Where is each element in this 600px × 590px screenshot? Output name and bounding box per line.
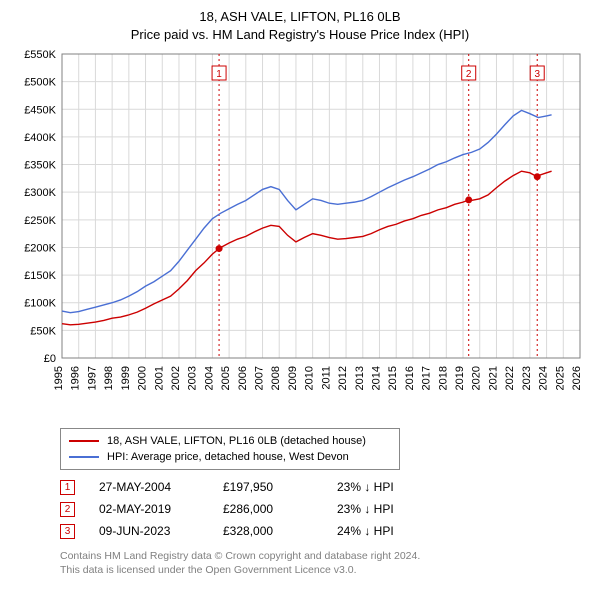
sales-row: 2 02-MAY-2019 £286,000 23% ↓ HPI	[60, 498, 588, 520]
sales-marker: 3	[60, 524, 75, 539]
svg-text:2: 2	[466, 69, 472, 80]
svg-text:1998: 1998	[103, 366, 115, 390]
svg-text:2001: 2001	[153, 366, 165, 390]
legend-swatch	[69, 440, 99, 442]
svg-text:2016: 2016	[404, 366, 416, 390]
sales-table: 1 27-MAY-2004 £197,950 23% ↓ HPI 2 02-MAY-201…	[60, 476, 588, 542]
sales-marker: 2	[60, 502, 75, 517]
svg-text:2018: 2018	[437, 366, 449, 390]
svg-text:2025: 2025	[554, 366, 566, 390]
svg-text:£250K: £250K	[24, 215, 56, 227]
svg-text:£0: £0	[44, 353, 56, 365]
title-address: 18, ASH VALE, LIFTON, PL16 0LB	[12, 8, 588, 26]
svg-text:2014: 2014	[370, 366, 382, 390]
svg-text:2022: 2022	[504, 366, 516, 390]
sales-price: £328,000	[223, 524, 313, 538]
sales-row: 3 09-JUN-2023 £328,000 24% ↓ HPI	[60, 520, 588, 542]
svg-text:2020: 2020	[471, 366, 483, 390]
sales-delta: 23% ↓ HPI	[337, 480, 427, 494]
svg-text:£200K: £200K	[24, 243, 56, 255]
svg-text:2005: 2005	[220, 366, 232, 390]
svg-text:1995: 1995	[53, 366, 65, 390]
legend-label: 18, ASH VALE, LIFTON, PL16 0LB (detached…	[107, 435, 366, 447]
svg-text:1999: 1999	[120, 366, 132, 390]
svg-text:2024: 2024	[538, 366, 550, 390]
svg-text:2002: 2002	[170, 366, 182, 390]
svg-text:£550K: £550K	[24, 49, 56, 61]
svg-text:2021: 2021	[487, 366, 499, 390]
sales-price: £286,000	[223, 502, 313, 516]
svg-text:2000: 2000	[137, 366, 149, 390]
svg-text:2013: 2013	[354, 366, 366, 390]
legend-swatch	[69, 456, 99, 458]
svg-text:2007: 2007	[254, 366, 266, 390]
svg-text:1: 1	[216, 69, 222, 80]
price-chart: £0 £50K £100K £150K £200K £250K £300K £350K £400…	[12, 48, 588, 418]
svg-text:2006: 2006	[237, 366, 249, 390]
legend-item: HPI: Average price, detached house, West…	[69, 449, 391, 465]
svg-text:2012: 2012	[337, 366, 349, 390]
svg-text:£150K: £150K	[24, 270, 56, 282]
svg-text:3: 3	[534, 69, 540, 80]
sales-delta: 24% ↓ HPI	[337, 524, 427, 538]
svg-text:2008: 2008	[270, 366, 282, 390]
svg-text:2010: 2010	[304, 366, 316, 390]
sales-price: £197,950	[223, 480, 313, 494]
svg-text:£350K: £350K	[24, 160, 56, 172]
svg-text:1997: 1997	[86, 366, 98, 390]
legend: 18, ASH VALE, LIFTON, PL16 0LB (detached…	[60, 428, 400, 470]
footer-attribution: Contains HM Land Registry data © Crown c…	[60, 550, 588, 577]
svg-text:2004: 2004	[203, 366, 215, 390]
svg-text:2023: 2023	[521, 366, 533, 390]
svg-text:£100K: £100K	[24, 298, 56, 310]
svg-text:2009: 2009	[287, 366, 299, 390]
svg-text:2015: 2015	[387, 366, 399, 390]
svg-text:£400K: £400K	[24, 132, 56, 144]
legend-item: 18, ASH VALE, LIFTON, PL16 0LB (detached…	[69, 433, 391, 449]
sales-marker: 1	[60, 480, 75, 495]
svg-text:2017: 2017	[421, 366, 433, 390]
svg-text:2026: 2026	[571, 366, 583, 390]
title-subtitle: Price paid vs. HM Land Registry's House …	[12, 26, 588, 44]
legend-label: HPI: Average price, detached house, West…	[107, 451, 349, 463]
sales-date: 09-JUN-2023	[99, 524, 199, 538]
svg-text:2003: 2003	[187, 366, 199, 390]
footer-line-1: Contains HM Land Registry data © Crown c…	[60, 550, 588, 564]
chart-svg: £0 £50K £100K £150K £200K £250K £300K £350K £400…	[12, 48, 588, 418]
svg-text:2019: 2019	[454, 366, 466, 390]
sales-date: 02-MAY-2019	[99, 502, 199, 516]
sales-delta: 23% ↓ HPI	[337, 502, 427, 516]
sales-date: 27-MAY-2004	[99, 480, 199, 494]
svg-text:1996: 1996	[70, 366, 82, 390]
svg-text:2011: 2011	[320, 366, 332, 390]
svg-text:£300K: £300K	[24, 188, 56, 200]
svg-text:£50K: £50K	[30, 326, 56, 338]
footer-line-2: This data is licensed under the Open Gov…	[60, 564, 588, 578]
sales-row: 1 27-MAY-2004 £197,950 23% ↓ HPI	[60, 476, 588, 498]
svg-text:£500K: £500K	[24, 77, 56, 89]
svg-text:£450K: £450K	[24, 105, 56, 117]
